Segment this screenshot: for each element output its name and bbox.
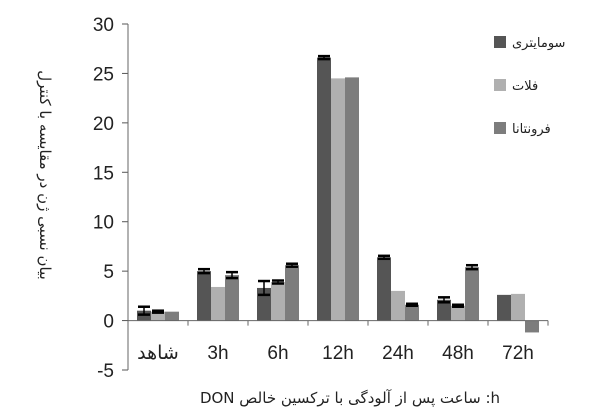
x-tick-label: 48h [442,343,474,364]
bar [451,305,465,321]
legend-swatch [494,79,506,91]
y-tick-label: 15 [93,163,114,184]
x-tick-label: 72h [502,343,534,364]
legend-label: فرونتانا [512,122,551,137]
x-tick-label: شاهد [137,343,179,364]
x-tick-label: 3h [207,343,228,364]
x-tick-label: 6h [267,343,288,364]
bar [165,311,179,321]
x-tick-label: 24h [382,343,414,364]
legend-label: فلات [512,79,538,94]
legend-swatch [494,36,506,48]
x-axis-labels: شاهد 3h 6h 12h 24h 48h 72h [137,343,534,364]
bar [465,267,479,321]
y-tick-label: 25 [93,64,114,85]
legend: سومایتری فلات فرونتانا [494,36,565,137]
bar [345,77,359,321]
y-tick-label: 10 [93,213,114,234]
bar [211,286,225,321]
bar [151,311,165,321]
bar [525,320,539,333]
bar [405,304,419,321]
y-tick-label: -5 [97,361,114,382]
bar [331,78,345,321]
x-tick-label: 12h [322,343,354,364]
bar [271,282,285,321]
y-axis-ticks: -5 0 5 10 15 20 25 30 [93,15,128,382]
bar [317,57,331,321]
axes [127,24,549,370]
y-tick-label: 20 [93,114,114,135]
y-tick-label: 0 [103,312,114,333]
bar [391,290,405,321]
legend-label: سومایتری [512,36,565,51]
legend-swatch [494,122,506,134]
y-tick-label: 30 [93,15,114,36]
y-axis-title: بیان نسبی ژن در مقایسه با کنترل [36,70,54,280]
bar [285,265,299,321]
bar [497,294,511,321]
bar [225,275,239,321]
bar [197,271,211,321]
bar [511,293,525,321]
bars [137,54,539,333]
x-axis-title: h: ساعت پس از آلودگی با ترکسین خالص DON [200,389,500,408]
bar [437,299,451,321]
y-tick-label: 5 [103,262,114,283]
bar [377,257,391,321]
